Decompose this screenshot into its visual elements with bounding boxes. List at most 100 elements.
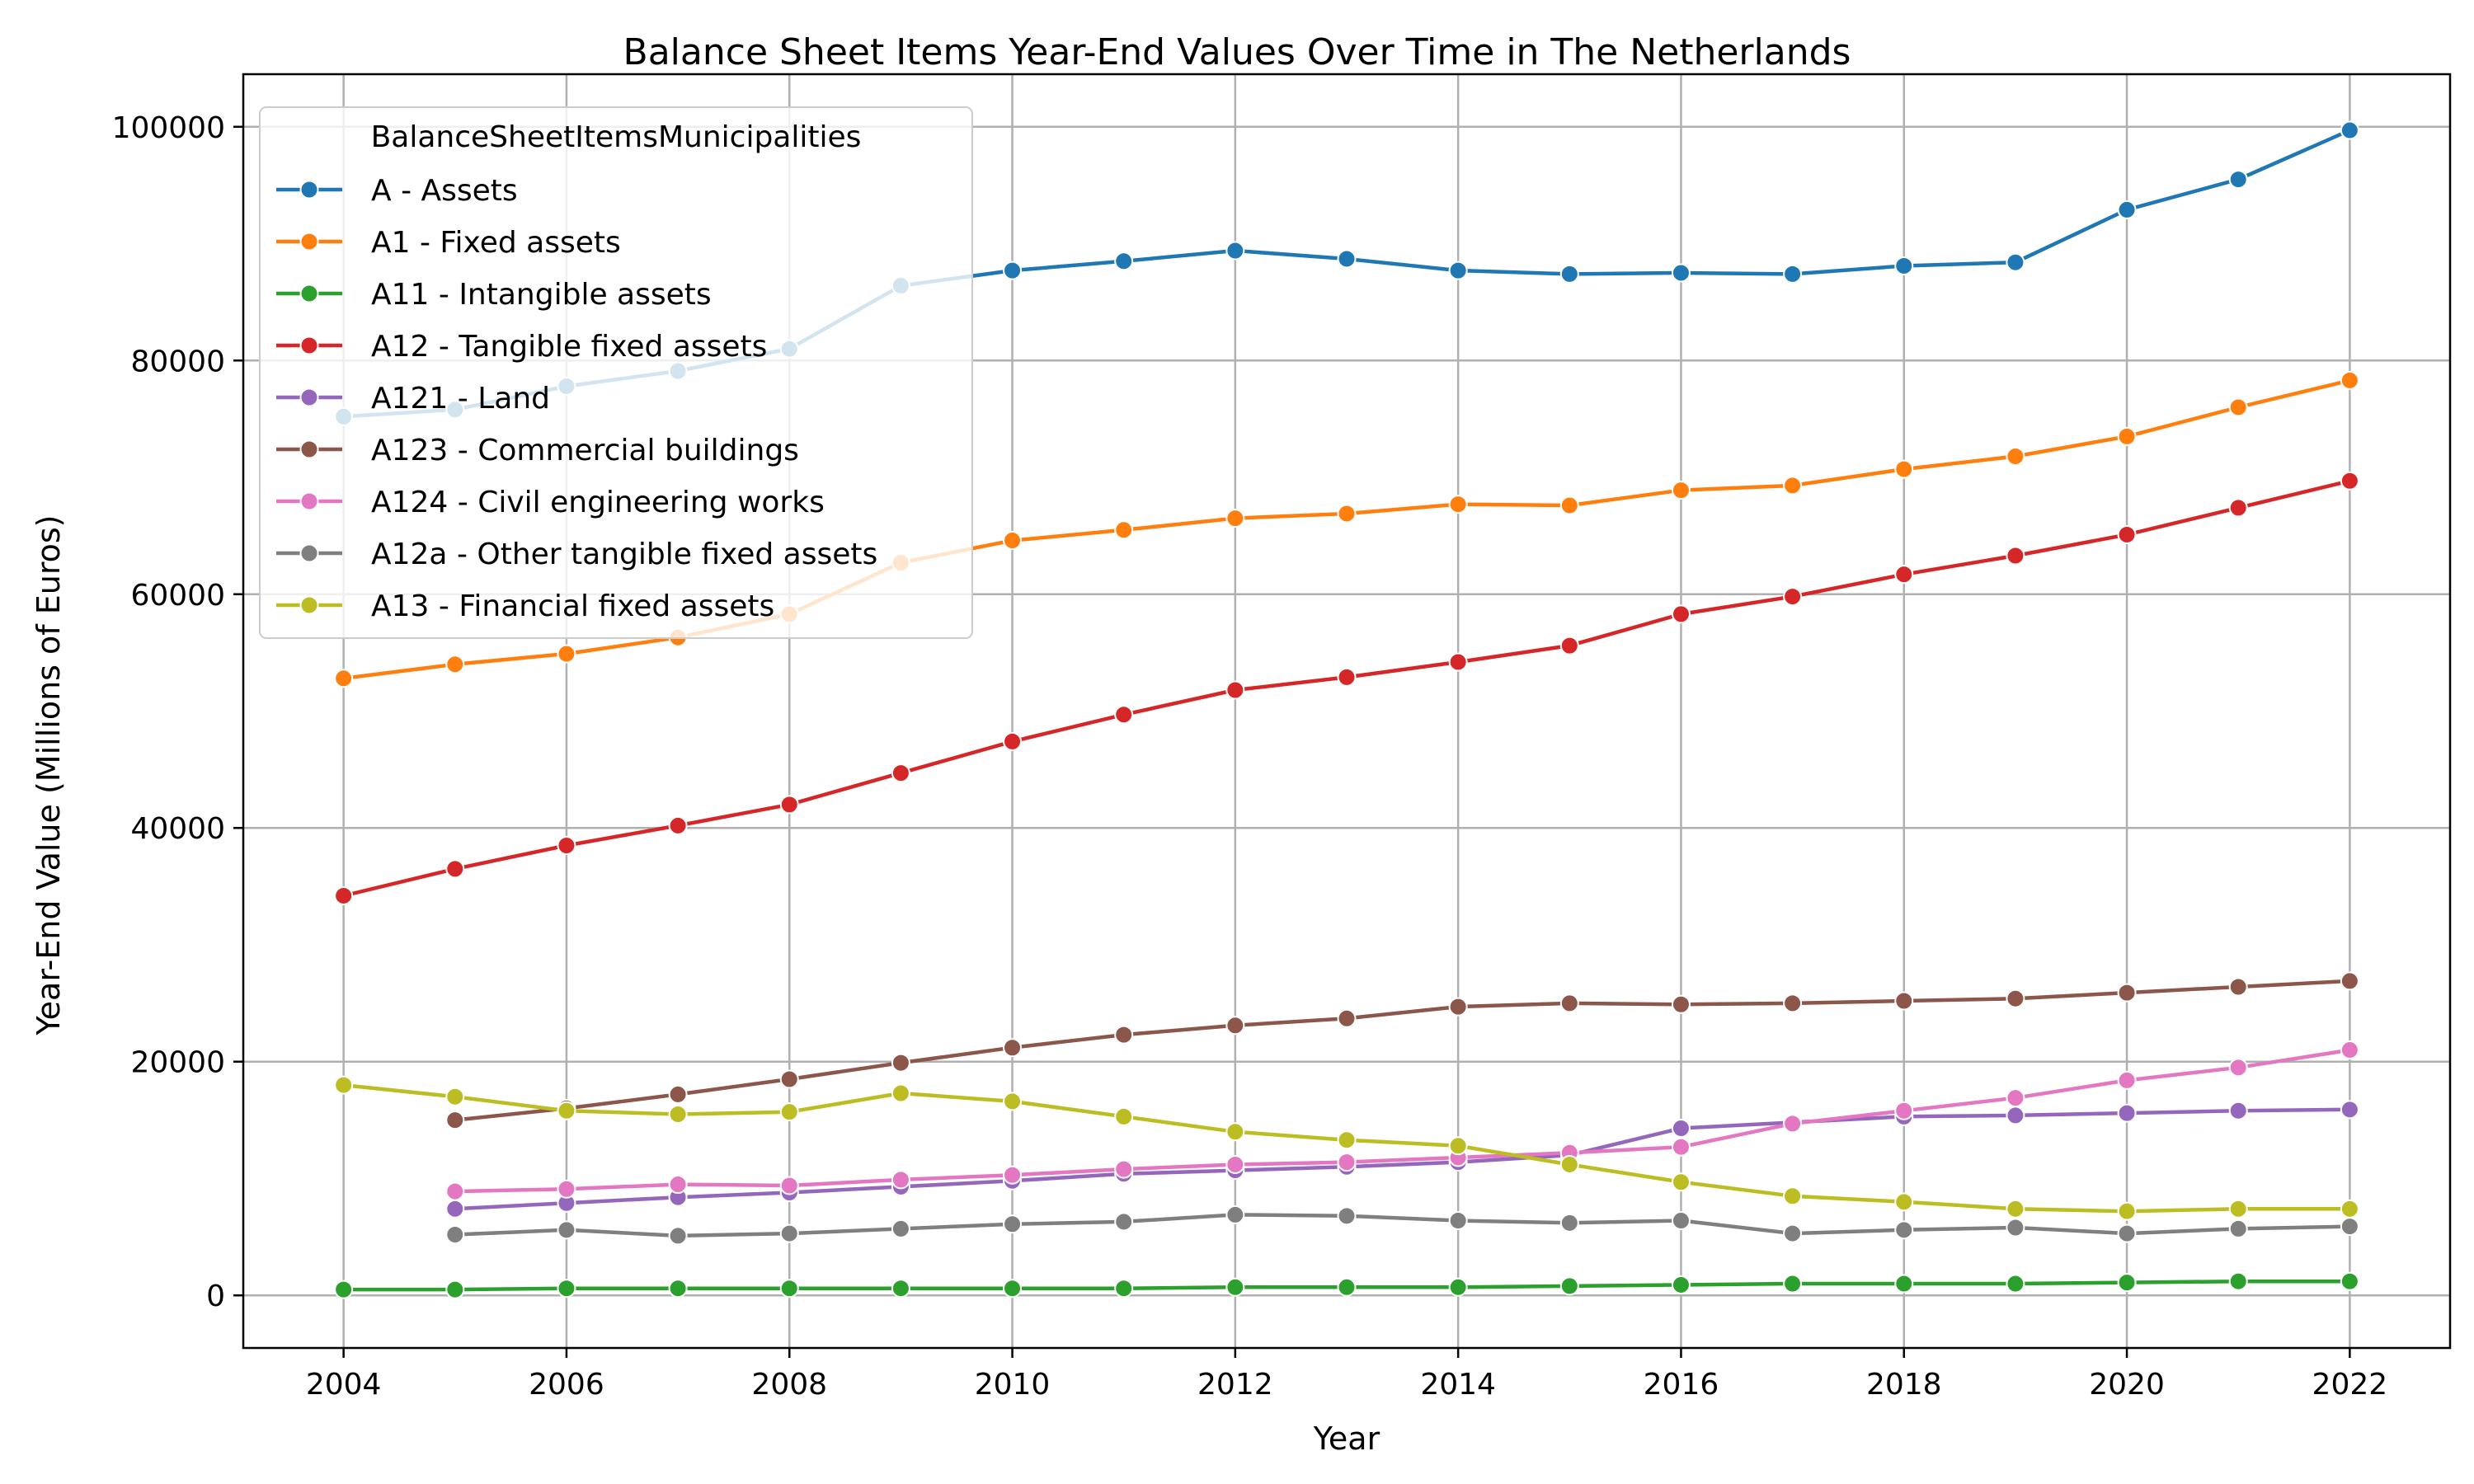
data-point	[557, 1101, 576, 1120]
data-point	[1894, 1274, 1914, 1294]
data-point	[1783, 264, 1803, 284]
data-point	[779, 1223, 799, 1243]
data-point	[1003, 1092, 1023, 1111]
legend-label: A13 - Financial fixed assets	[371, 589, 774, 623]
data-point	[668, 815, 688, 835]
data-point	[2006, 1199, 2025, 1219]
plot-area-frame	[242, 73, 2452, 1350]
data-point	[891, 763, 910, 783]
data-point	[2228, 170, 2248, 190]
data-point	[2117, 524, 2137, 544]
legend-swatch-marker	[299, 180, 319, 200]
data-point	[1337, 667, 1357, 687]
data-point	[1894, 1101, 1914, 1120]
data-point	[1114, 705, 1134, 725]
y-tick-label: 20000	[130, 1046, 225, 1080]
data-point	[1225, 1016, 1245, 1036]
data-point	[1003, 1214, 1023, 1234]
data-point	[2117, 426, 2137, 446]
data-point	[1225, 1277, 1245, 1297]
legend-box	[259, 106, 973, 639]
data-point	[334, 669, 354, 688]
series-line	[453, 1107, 2352, 1211]
legend-item: A123 - Commercial buildings	[276, 434, 799, 467]
x-axis-label: Year	[1313, 1421, 1380, 1457]
y-tick-label: 60000	[130, 579, 225, 613]
data-point	[1337, 1008, 1357, 1028]
data-point	[1783, 587, 1803, 607]
legend-label: A - Assets	[371, 174, 518, 208]
data-point	[1114, 1212, 1134, 1232]
data-point	[1448, 1277, 1468, 1297]
data-point	[1894, 459, 1914, 479]
data-point	[1559, 1213, 1579, 1233]
legend-swatch-marker	[299, 439, 319, 459]
x-tick-label: 2008	[751, 1368, 827, 1402]
data-point	[557, 1220, 576, 1240]
data-point	[445, 1199, 465, 1219]
series-line	[453, 1213, 2352, 1238]
legend-item: A13 - Financial fixed assets	[276, 589, 774, 623]
data-point	[1671, 1275, 1691, 1294]
data-point	[2340, 1271, 2359, 1291]
data-point	[1003, 731, 1023, 751]
data-point	[779, 795, 799, 815]
data-point	[1003, 261, 1023, 280]
series-group	[334, 471, 2359, 905]
legend-title: BalanceSheetItemsMunicipalities	[371, 120, 862, 154]
legend-item: A12a - Other tangible fixed assets	[276, 538, 877, 571]
data-point	[1671, 994, 1691, 1014]
data-point	[1114, 520, 1134, 540]
data-point	[2340, 1199, 2359, 1219]
data-point	[2117, 1201, 2137, 1221]
data-point	[2340, 971, 2359, 991]
y-tick-label: 40000	[130, 812, 225, 846]
data-point	[1448, 1211, 1468, 1230]
data-point	[1783, 1223, 1803, 1243]
data-point	[668, 1175, 688, 1195]
data-point	[2006, 1218, 2025, 1237]
data-point	[2006, 1106, 2025, 1125]
data-point	[445, 1111, 465, 1130]
y-tick-label: 80000	[130, 345, 225, 378]
data-point	[1114, 1279, 1134, 1298]
data-point	[2117, 200, 2137, 219]
legend-item: A12 - Tangible fixed assets	[276, 330, 767, 364]
data-point	[1225, 241, 1245, 261]
data-point	[557, 1279, 576, 1298]
data-point	[1894, 1220, 1914, 1240]
x-tick-label: 2010	[975, 1368, 1051, 1402]
data-point	[1003, 1279, 1023, 1298]
data-point	[2340, 1040, 2359, 1060]
data-point	[2006, 252, 2025, 272]
data-point	[891, 1053, 910, 1073]
series-group	[445, 1040, 2359, 1201]
data-point	[557, 1179, 576, 1199]
data-point	[2228, 1101, 2248, 1120]
series-group	[334, 1271, 2359, 1299]
legend-label: A123 - Commercial buildings	[371, 434, 799, 467]
data-point	[1225, 680, 1245, 700]
data-point	[2228, 1271, 2248, 1291]
data-point	[2117, 1070, 2137, 1090]
axis-ticks: 2004 2006 2008 2010 2012 2014 2016 2018 2020 2022…	[112, 111, 2388, 1402]
data-point	[1671, 1137, 1691, 1157]
data-point	[1337, 1206, 1357, 1226]
data-point	[1448, 261, 1468, 280]
legend-label: A12a - Other tangible fixed assets	[371, 538, 877, 571]
data-point	[2228, 1058, 2248, 1078]
series-line	[453, 1048, 2352, 1194]
legend-item: A124 - Civil engineering works	[276, 486, 825, 519]
series-group	[334, 1075, 2359, 1221]
legend-label: A121 - Land	[371, 382, 550, 416]
data-point	[779, 1069, 799, 1089]
data-point	[445, 1181, 465, 1201]
data-point	[2340, 1217, 2359, 1237]
legend-swatch-marker	[299, 284, 319, 303]
legend-item: A - Assets	[276, 174, 518, 208]
y-tick-label: 0	[206, 1280, 225, 1313]
data-point	[1114, 251, 1134, 271]
data-point	[1337, 1153, 1357, 1172]
legend-item: A11 - Intangible assets	[276, 278, 712, 312]
legend: BalanceSheetItemsMunicipalities A - Asset…	[259, 106, 973, 639]
